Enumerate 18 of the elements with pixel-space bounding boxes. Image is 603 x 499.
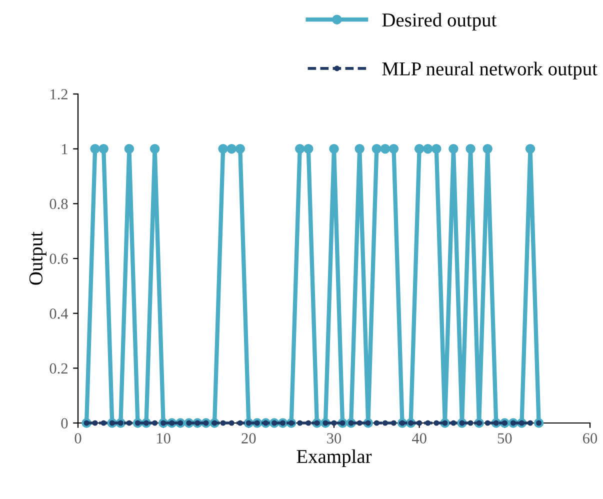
- y-tick-label: 1: [62, 144, 68, 154]
- y-axis-title: Output: [29, 232, 46, 285]
- x-tick-label: 50: [498, 433, 512, 444]
- y-tick-label: 0.2: [50, 363, 68, 374]
- x-tick-label: 30: [327, 433, 342, 444]
- x-axis-title: Examplar: [296, 449, 372, 467]
- y-tick-label: 0.6: [50, 254, 68, 264]
- x-tick-label: 0: [74, 433, 82, 444]
- x-tick-label: 10: [157, 433, 170, 444]
- y-tick-label: 1.2: [50, 89, 68, 100]
- x-tick-label: 60: [583, 433, 598, 444]
- x-tick-label: 20: [242, 433, 256, 444]
- x-tick-label: 40: [412, 433, 426, 444]
- y-tick-label: 0.4: [50, 308, 68, 319]
- y-tick-label: 0.8: [50, 198, 68, 210]
- legend-label: MLP neural network output: [382, 62, 598, 80]
- y-tick-label: 0: [61, 418, 68, 428]
- legend-label: Desired output: [382, 12, 497, 31]
